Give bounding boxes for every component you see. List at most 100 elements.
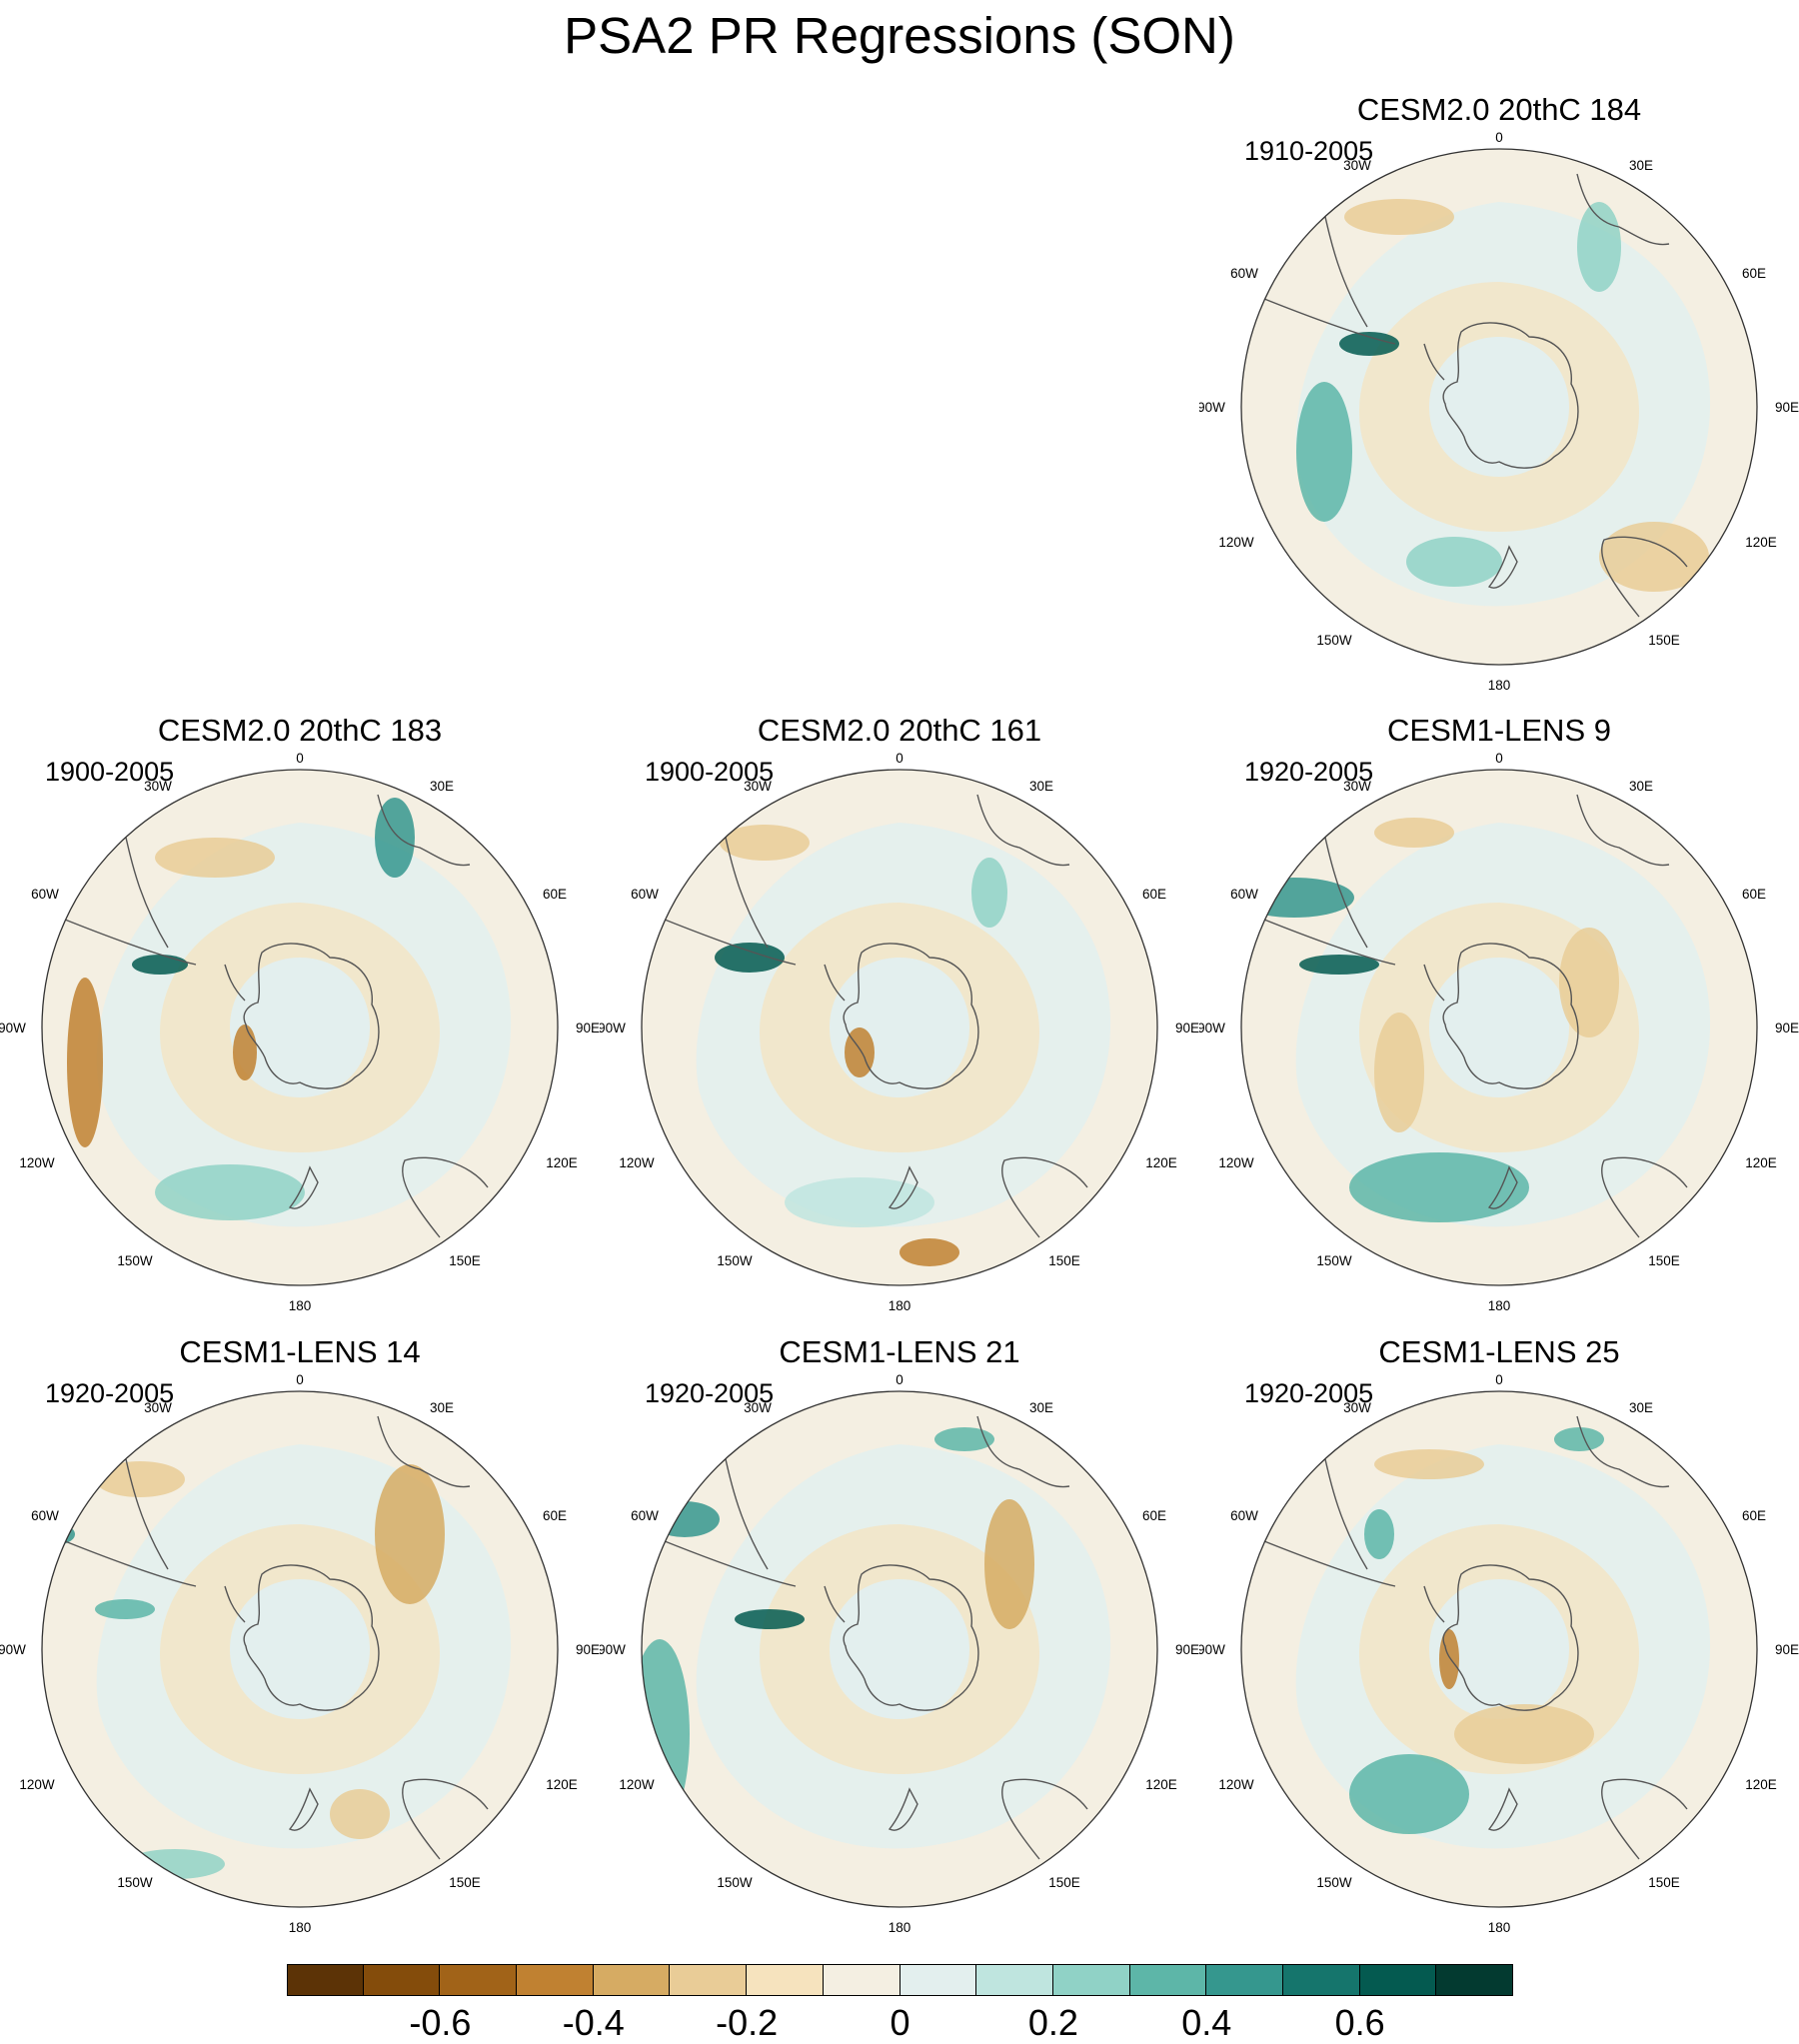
anomaly-blob <box>785 1177 934 1227</box>
colorbar-box <box>976 1964 1053 1996</box>
lon-label-120w: 120W <box>19 1155 55 1170</box>
lon-label-120e: 120E <box>1145 1777 1177 1792</box>
lon-label-30e: 30E <box>1029 1400 1053 1415</box>
anomaly-blob <box>1344 199 1454 235</box>
panel-title: CESM2.0 20thC 183 <box>157 713 443 748</box>
lon-label-30e: 30E <box>430 1400 454 1415</box>
lon-label-150w: 150W <box>117 1875 153 1890</box>
lon-label-60w: 60W <box>1230 1508 1258 1523</box>
polar-map: 0 180 90W 90E 30W 60W 120W 150W 30E 60E … <box>0 1372 600 1935</box>
lon-label-30w: 30W <box>144 779 172 794</box>
lon-label-120e: 120E <box>1745 1777 1777 1792</box>
colorbar-tick-label: 0.4 <box>1181 2002 1232 2043</box>
map-panel-1: CESM2.0 20thC 184 1910-2005 <box>1199 92 1799 712</box>
lon-label-150e: 150E <box>1648 1875 1680 1890</box>
lon-label-90e: 90E <box>1775 1642 1799 1657</box>
lon-label-30e: 30E <box>1029 779 1053 794</box>
polar-map: 0 180 90W 90E 30W 60W 120W 150W 30E 60E … <box>0 751 600 1313</box>
lon-label-150w: 150W <box>1316 633 1352 648</box>
lon-label-150e: 150E <box>1648 633 1680 648</box>
lon-label-60e: 60E <box>1742 887 1766 902</box>
lon-label-30e: 30E <box>1629 1400 1653 1415</box>
precip-anomaly-field <box>1295 1444 1711 1849</box>
anomaly-blob <box>1349 1754 1469 1834</box>
lon-label-60w: 60W <box>1230 266 1258 281</box>
lon-label-150w: 150W <box>1316 1875 1352 1890</box>
lon-label-30w: 30W <box>1343 158 1371 173</box>
anomaly-blob <box>971 858 1007 928</box>
lon-label-180: 180 <box>1488 1920 1511 1935</box>
lon-label-0: 0 <box>1495 1372 1503 1387</box>
anomaly-blobs <box>67 798 415 1220</box>
lon-label-150e: 150E <box>1048 1875 1080 1890</box>
lon-label-0: 0 <box>896 1372 903 1387</box>
anomaly-blob <box>155 838 275 878</box>
lon-label-90e: 90E <box>1775 400 1799 415</box>
lon-label-90w: 90W <box>1199 1021 1225 1035</box>
lon-label-30e: 30E <box>1629 158 1653 173</box>
anomaly-blob <box>1599 522 1709 592</box>
precip-anomaly-field <box>96 823 512 1227</box>
panel-period: 1920-2005 <box>45 1378 175 1408</box>
map-border <box>1240 1390 1758 1908</box>
lon-label-60e: 60E <box>1742 1508 1766 1523</box>
panel-period: 1900-2005 <box>645 757 775 787</box>
colorbar-box <box>593 1964 671 1996</box>
anomaly-blob <box>1374 818 1454 848</box>
precip-anomaly-field <box>1295 202 1711 607</box>
lon-label-30w: 30W <box>744 1400 772 1415</box>
anomaly-blob <box>1339 332 1399 356</box>
lon-label-30w: 30W <box>744 779 772 794</box>
lon-label-150w: 150W <box>117 1253 153 1268</box>
colorbar-box <box>900 1964 977 1996</box>
lon-label-30w: 30W <box>1343 1400 1371 1415</box>
anomaly-blob <box>655 1829 725 1907</box>
lon-label-90e: 90E <box>1175 1642 1199 1657</box>
precip-anomaly-field <box>696 823 1111 1227</box>
lon-label-180: 180 <box>1488 1298 1511 1313</box>
colorbar-tick-label: -0.2 <box>716 2002 779 2043</box>
polar-map: 0 180 90W 90E 30W 60W 120W 150W 30E 60E … <box>600 1372 1199 1935</box>
lon-label-60e: 60E <box>543 1508 567 1523</box>
anomaly-blob <box>1406 537 1502 587</box>
colorbar-box <box>287 1964 364 1996</box>
anomaly-blob <box>1349 1152 1529 1222</box>
map-panel-2: CESM2.0 20thC 183 1900-2005 <box>0 713 600 1332</box>
figure-title: PSA2 PR Regressions (SON) <box>564 7 1235 64</box>
lon-label-0: 0 <box>296 751 304 766</box>
lon-label-150w: 150W <box>717 1253 753 1268</box>
colorbar: -0.6 -0.4 -0.2 0 0.2 0.4 0.6 <box>287 1964 1513 2043</box>
anomaly-blob <box>1296 382 1352 522</box>
anomaly-blobs <box>1349 1427 1604 1834</box>
lon-label-180: 180 <box>889 1298 911 1313</box>
anomaly-blob <box>375 798 415 878</box>
lon-label-60w: 60W <box>1230 887 1258 902</box>
anomaly-blob <box>715 943 785 973</box>
map-panel-6: CESM1-LENS 21 1920-2005 <box>600 1334 1199 1954</box>
lon-label-120e: 120E <box>1745 1155 1777 1170</box>
lon-label-60w: 60W <box>31 1508 59 1523</box>
lon-label-0: 0 <box>1495 130 1503 145</box>
panel-title: CESM1-LENS 14 <box>179 1334 421 1369</box>
lon-label-60e: 60E <box>1142 1508 1166 1523</box>
anomaly-blob <box>233 1024 257 1080</box>
lon-label-30e: 30E <box>430 779 454 794</box>
lon-label-180: 180 <box>289 1298 312 1313</box>
panel-period: 1920-2005 <box>645 1378 775 1408</box>
map-panel-3: CESM2.0 20thC 161 1900-2005 <box>600 713 1199 1332</box>
lon-label-150w: 150W <box>1316 1253 1352 1268</box>
coastline <box>659 1415 1105 1860</box>
map-border <box>41 1390 559 1908</box>
anomaly-blob <box>95 1599 155 1619</box>
map-panel-7: CESM1-LENS 25 1920-2005 <box>1199 1334 1799 1954</box>
lon-label-120w: 120W <box>1218 535 1254 550</box>
colorbar-tick-label: -0.6 <box>409 2002 472 2043</box>
colorbar-box <box>823 1964 900 1996</box>
lon-label-120w: 120W <box>1218 1155 1254 1170</box>
anomaly-blob <box>984 1499 1034 1629</box>
colorbar-tick-label: -0.4 <box>562 2002 625 2043</box>
colorbar-box <box>440 1964 518 1996</box>
map-border <box>1240 769 1758 1286</box>
lon-label-120e: 120E <box>1745 535 1777 550</box>
lon-label-90e: 90E <box>576 1021 600 1035</box>
